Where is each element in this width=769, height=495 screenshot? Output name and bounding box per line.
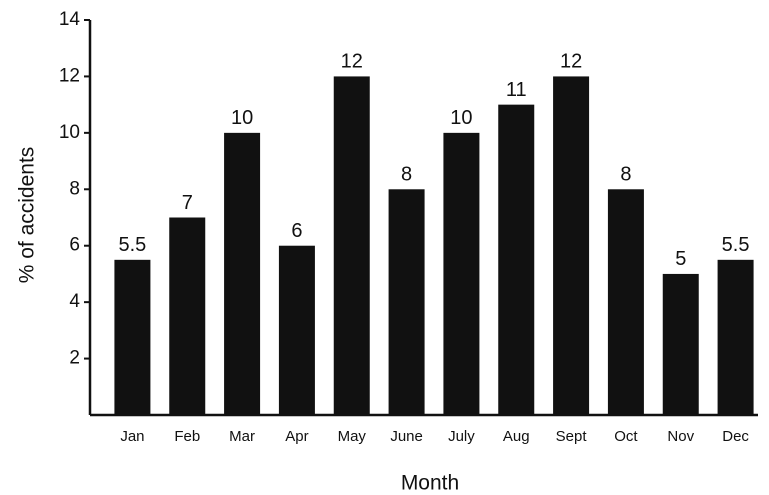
x-tick-label: Jan bbox=[120, 428, 144, 445]
x-tick-label: Aug bbox=[503, 428, 530, 445]
bar bbox=[333, 76, 370, 415]
bar bbox=[169, 217, 206, 415]
bar bbox=[498, 104, 535, 416]
x-tick-label: May bbox=[338, 428, 367, 445]
data-label: 8 bbox=[620, 164, 631, 186]
bar bbox=[607, 189, 644, 415]
data-label: 11 bbox=[506, 79, 527, 101]
data-label: 7 bbox=[182, 192, 193, 214]
x-tick-label: Feb bbox=[174, 428, 200, 445]
data-label: 10 bbox=[231, 107, 253, 129]
data-label: 8 bbox=[401, 164, 412, 186]
bar bbox=[278, 245, 315, 415]
y-tick-label: 4 bbox=[69, 291, 80, 312]
y-tick-label: 10 bbox=[59, 122, 80, 143]
data-label: 5.5 bbox=[722, 234, 750, 256]
data-label: 12 bbox=[341, 51, 363, 73]
bar bbox=[553, 76, 590, 415]
data-label: 5.5 bbox=[119, 234, 147, 256]
data-label: 12 bbox=[560, 51, 582, 73]
x-tick-label: Sept bbox=[556, 428, 588, 445]
x-tick-label: Apr bbox=[285, 428, 308, 445]
y-tick-label: 12 bbox=[59, 65, 80, 86]
bar bbox=[662, 273, 699, 415]
y-tick-label: 2 bbox=[69, 348, 80, 369]
bar bbox=[443, 132, 480, 415]
bar bbox=[388, 189, 425, 415]
data-label: 6 bbox=[291, 220, 302, 242]
y-tick-label: 6 bbox=[69, 235, 80, 256]
x-axis-title: Month bbox=[401, 472, 459, 495]
data-label: 5 bbox=[675, 248, 686, 270]
bar bbox=[224, 132, 261, 415]
x-tick-label: Mar bbox=[229, 428, 255, 445]
bar bbox=[114, 259, 151, 415]
x-tick-label: Dec bbox=[722, 428, 749, 445]
bar bbox=[717, 259, 754, 415]
y-axis-title: % of accidents bbox=[16, 147, 39, 284]
data-label: 10 bbox=[450, 107, 472, 129]
y-tick-label: 8 bbox=[69, 178, 80, 199]
x-tick-label: Oct bbox=[614, 428, 638, 445]
x-tick-label: June bbox=[390, 428, 423, 445]
x-tick-label: July bbox=[448, 428, 475, 445]
x-tick-label: Nov bbox=[667, 428, 694, 445]
y-tick-label: 14 bbox=[59, 9, 81, 30]
